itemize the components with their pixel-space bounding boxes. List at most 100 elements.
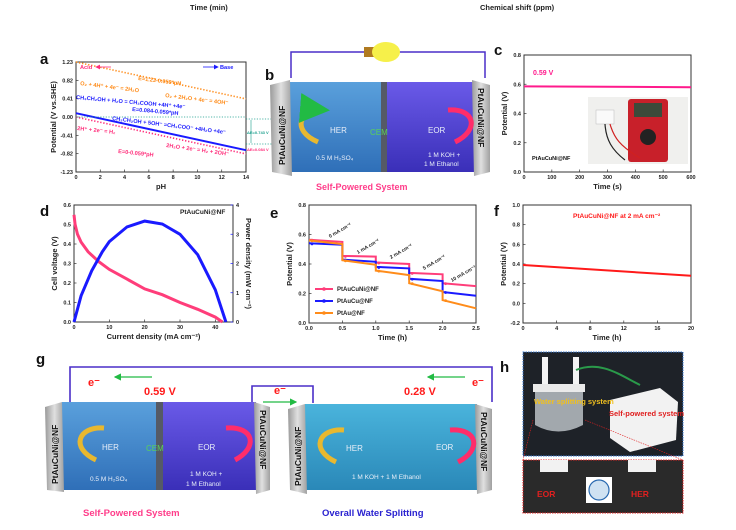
- data-point: [310, 239, 314, 243]
- y-right-tick-label: 0: [236, 320, 239, 326]
- data-point: [444, 291, 447, 294]
- self-powered-device: [610, 388, 678, 452]
- cell1-alkaline-electrolyte-line1: 1 M KOH +: [190, 471, 223, 478]
- cell1-alkaline-chamber: [160, 402, 256, 490]
- x-tick-label: 12: [219, 175, 225, 181]
- series-line-0: [75, 61, 247, 100]
- x-axis-label: Time (s): [593, 182, 622, 191]
- y-tick-label: 0.6: [63, 203, 71, 209]
- x-tick-label: 0.0: [305, 326, 313, 332]
- y-tick-label: -0.41: [60, 133, 73, 139]
- cem-label: CEM: [370, 128, 388, 137]
- x-tick-label: 4: [123, 175, 127, 181]
- panel-label-c: c: [494, 42, 502, 59]
- cell2-her-label: HER: [346, 444, 363, 453]
- y-tick-label: 1.23: [62, 60, 73, 66]
- y-axis-label: Potential (V): [500, 91, 509, 135]
- data-point: [377, 266, 381, 269]
- legend-label: PtAuCuNi@NF: [337, 287, 379, 293]
- x-tick-label: 0: [74, 175, 77, 181]
- y-tick-label: -0.82: [60, 152, 73, 158]
- electrode-label-left: PtAuCuNi@NF: [277, 106, 287, 165]
- panel-label-d: d: [40, 203, 49, 220]
- x-tick-label: 0: [72, 325, 75, 331]
- y-tick-label: 0.6: [513, 82, 521, 88]
- y-right-axis-label: Power density (mW cm⁻²): [244, 218, 253, 310]
- x-tick-label: 0: [521, 326, 524, 332]
- x-tick-label: 2.5: [472, 326, 480, 332]
- label-water-splitting: Water splitting system: [534, 397, 614, 406]
- y-tick-label: 0.0: [513, 170, 521, 176]
- cell1-electrode-label-right: PtAuCuNi@NF: [258, 410, 268, 469]
- y-tick-label: 0.6: [512, 242, 520, 248]
- cell2-eor-label: EOR: [436, 443, 454, 452]
- y-tick-label: 0.4: [298, 262, 307, 268]
- h2-acid-reaction: 2H⁺ + 2e⁻ = H₂: [77, 125, 117, 136]
- panel-label-g: g: [36, 351, 45, 368]
- acid-label: Acid: [80, 65, 93, 71]
- data-point: [344, 254, 347, 258]
- x-tick-label: 1.5: [405, 326, 413, 332]
- legend-label: PtAuCu@NF: [337, 299, 373, 305]
- data-point: [444, 299, 447, 303]
- eor-electrode-label: EOR: [537, 489, 555, 499]
- x-tick-label: 600: [686, 175, 695, 181]
- electrode-left: [270, 80, 292, 176]
- x-tick-label: 10: [194, 175, 200, 181]
- y-tick-label: 0.6: [298, 233, 306, 239]
- outer-wire: [69, 366, 493, 403]
- y-tick-label: -0.2: [511, 321, 520, 327]
- cell1-cem-label: CEM: [146, 444, 164, 453]
- panel-label-b: b: [265, 67, 274, 84]
- o2-potential-equation: E=1.23-0.059*pH: [138, 76, 182, 87]
- cell1-electrode-left: [45, 402, 64, 492]
- legend-marker: [322, 299, 326, 303]
- sample-label-d: PtAuCuNi@NF: [180, 209, 225, 216]
- x-tick-label: 1.0: [372, 326, 380, 332]
- y-right-tick-label: 2: [236, 262, 239, 268]
- cell2-electrode-right: [475, 404, 492, 494]
- y-tick-label: 0.00: [62, 115, 73, 121]
- y-axis-label: Potential (V): [499, 242, 508, 286]
- chart-a-potential-vs-ph: 0 2 4 6 8 10 12 14 1.23 0.82 0.41 0.00 -0.41 -0.82 -1.…: [49, 60, 250, 191]
- x-tick-label: 200: [575, 175, 584, 181]
- legend-label: PtAu@NF: [337, 311, 365, 317]
- x-tick-label: 500: [659, 175, 668, 181]
- y-tick-label: 0.8: [513, 53, 521, 59]
- series-line-2: [75, 116, 247, 155]
- series-line-0: [522, 264, 692, 277]
- x-axis-label: Time (h): [592, 333, 622, 342]
- y-tick-label: 0.8: [298, 203, 306, 209]
- plot-frame: [522, 204, 692, 324]
- her-electrode-label: HER: [631, 489, 649, 499]
- voltage-right: 0.28 V: [404, 386, 436, 398]
- data-point: [377, 269, 381, 273]
- x-tick-label: 0: [522, 175, 525, 181]
- x-tick-label: 30: [177, 325, 183, 331]
- y-tick-label: 0.2: [63, 281, 71, 287]
- series-line-0: [72, 214, 224, 324]
- cell1-her-label: HER: [102, 443, 119, 452]
- cell2-chamber: [305, 404, 477, 490]
- electron-label-2: e⁻: [274, 385, 286, 397]
- data-point: [410, 282, 414, 286]
- panel-label-a: a: [40, 51, 49, 68]
- y-tick-label: 0.0: [298, 321, 306, 327]
- light-bulb-icon: [364, 42, 400, 62]
- cell1-acid-electrolyte: 0.5 M H₂SO₄: [90, 476, 128, 483]
- her-label: HER: [330, 126, 347, 135]
- x-tick-label: 8: [589, 326, 592, 332]
- y-tick-label: 0.3: [63, 262, 71, 268]
- water-splitting-beaker: [535, 392, 583, 432]
- data-point: [310, 242, 314, 246]
- data-point: [410, 277, 414, 281]
- delta-e-1: ΔE=0.743 V: [247, 130, 269, 135]
- curved-arrow-icon-eor: [449, 427, 477, 465]
- x-tick-label: 20: [142, 325, 148, 331]
- y-right-tick-label: 3: [236, 232, 239, 238]
- electrode-label-right: PtAuCuNi@NF: [476, 88, 486, 147]
- y-axis-label: Cell voltage (V): [50, 236, 59, 291]
- eor-label: EOR: [428, 126, 446, 135]
- x-tick-label: 2: [99, 175, 102, 181]
- h2-potential-equation: E=0-0.059*pH: [118, 149, 154, 159]
